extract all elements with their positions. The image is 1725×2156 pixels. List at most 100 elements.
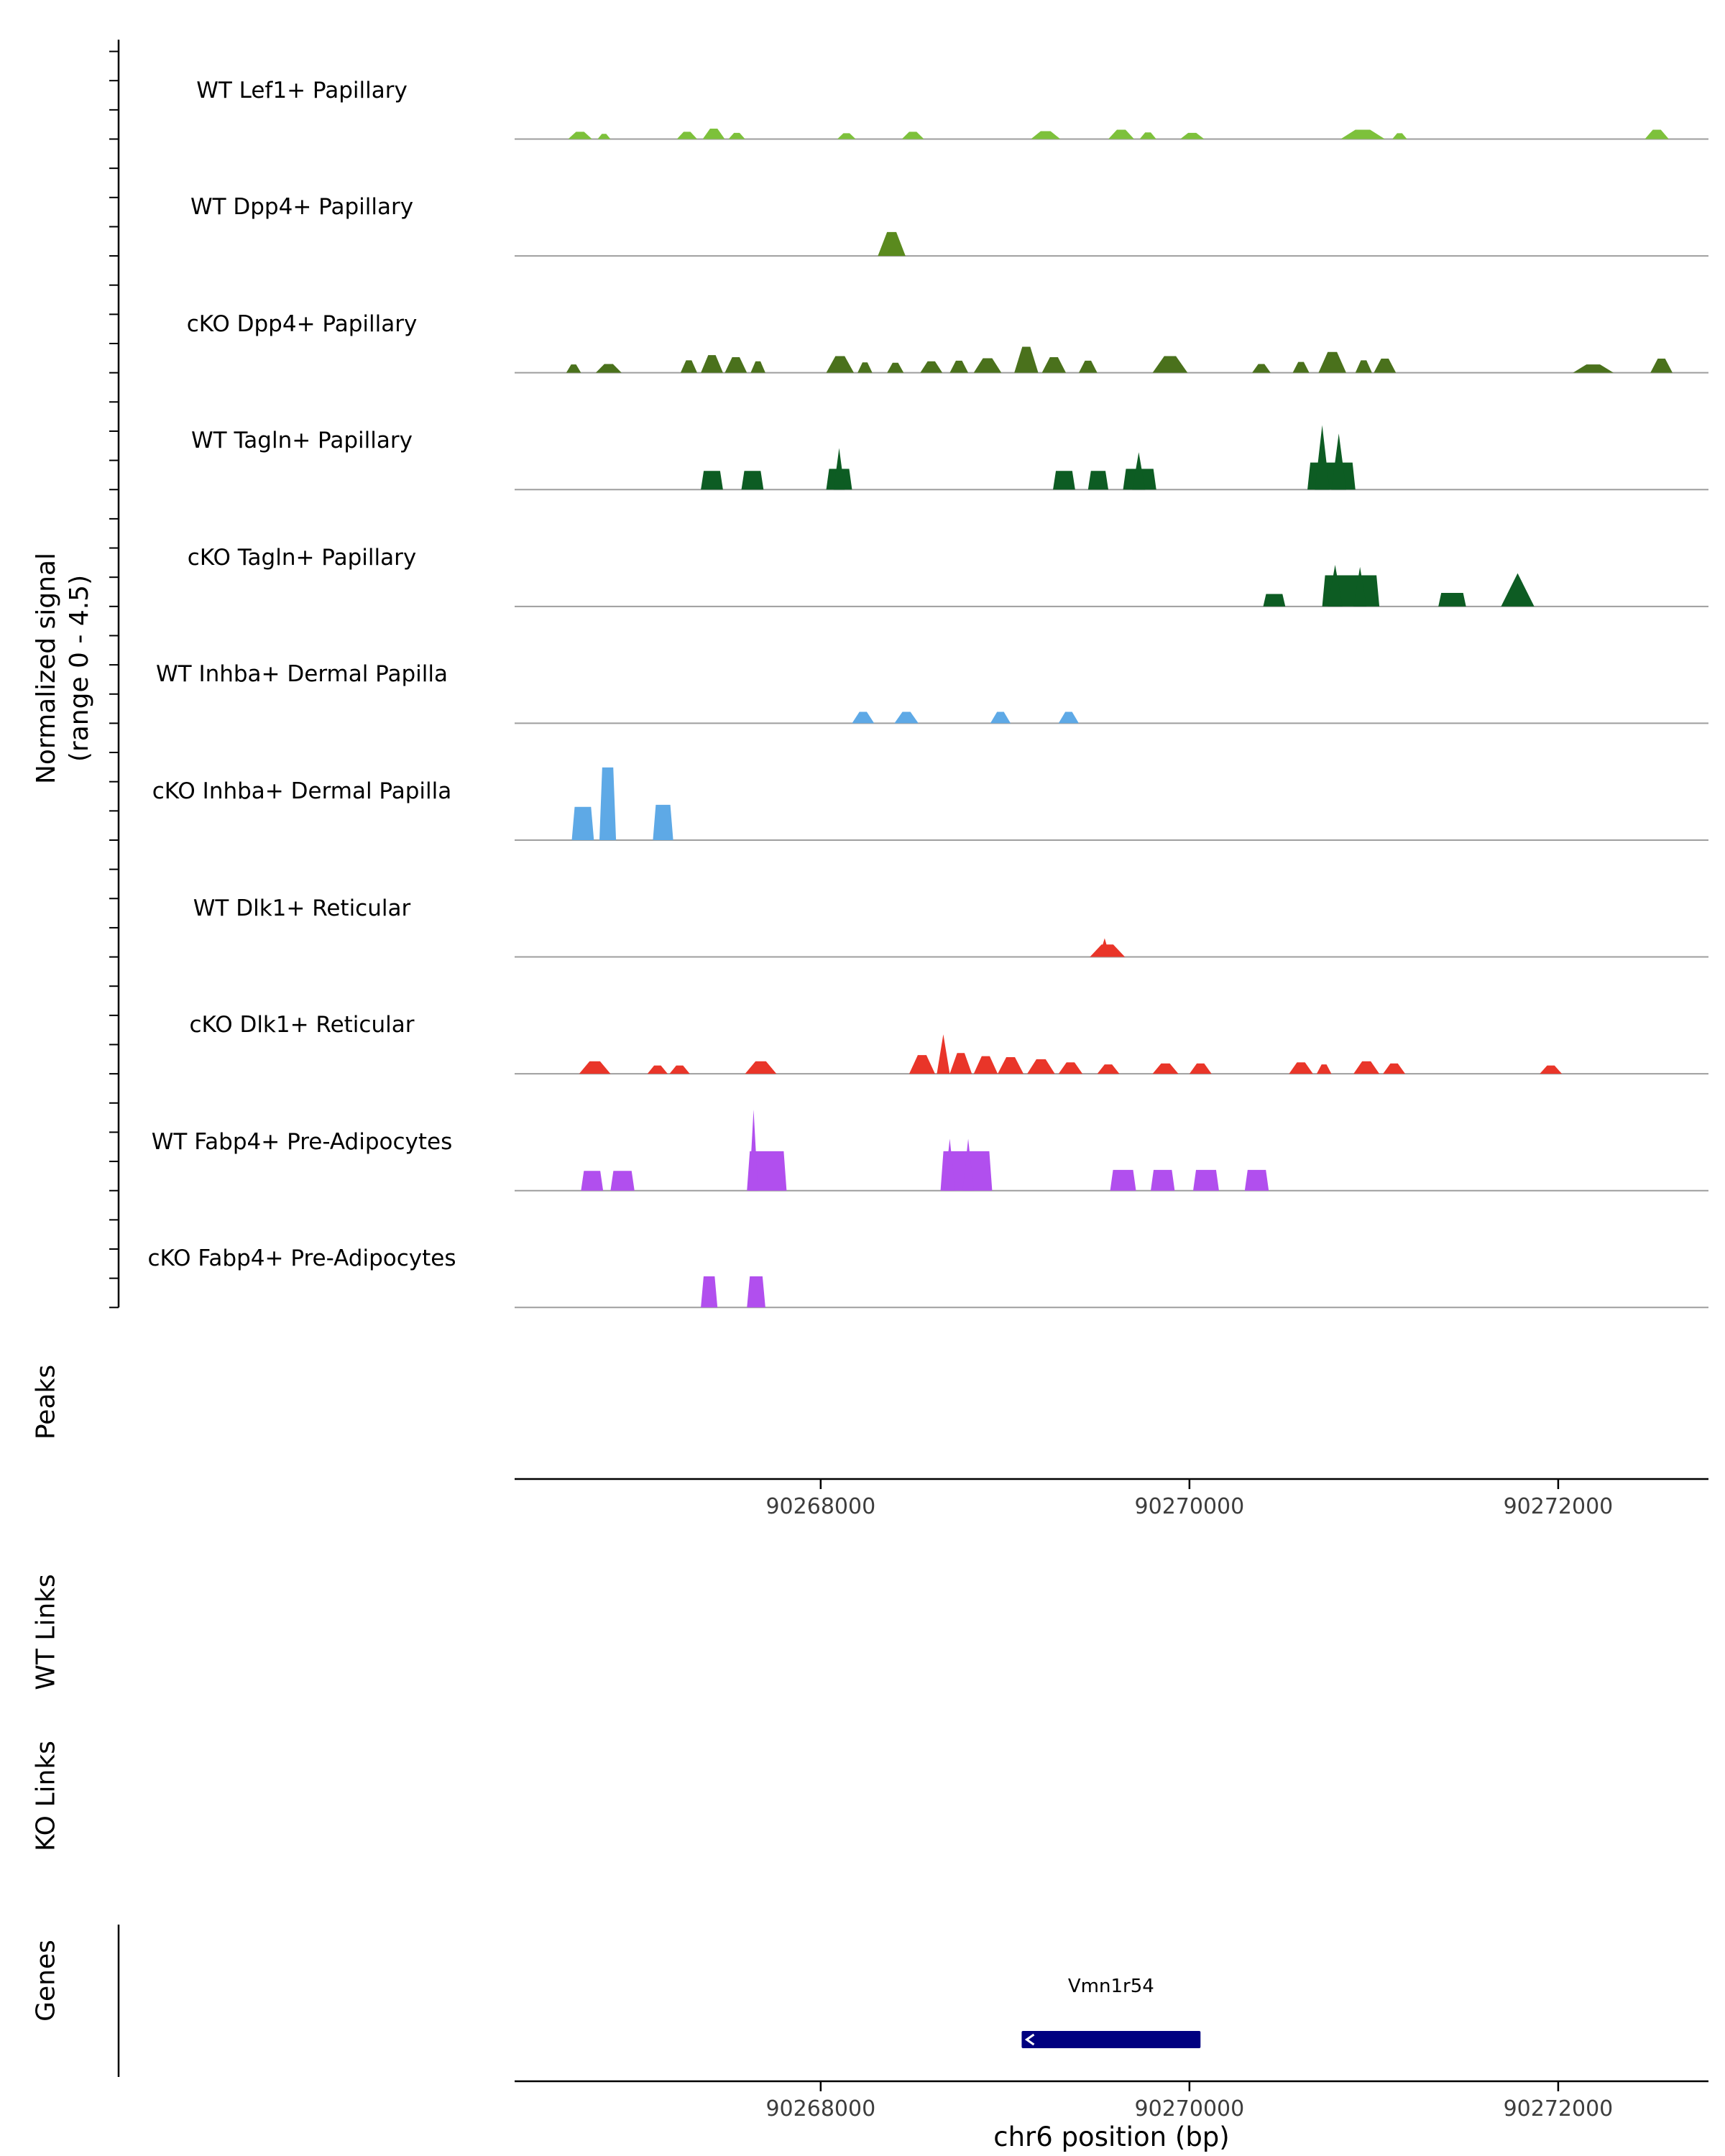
gene-strand-arrow-icon [1024, 2033, 1035, 2046]
signal-peak [1263, 594, 1286, 607]
signal-peak [1151, 1169, 1175, 1191]
signal-peak [1328, 565, 1343, 607]
signal-peak [1353, 1061, 1380, 1074]
signal-peak [944, 1138, 956, 1191]
signal-peak [887, 362, 904, 373]
signal-peak [1331, 433, 1346, 490]
signal-peak [1392, 133, 1407, 139]
signal-peak [724, 356, 748, 373]
signal-peak [1252, 364, 1271, 373]
signal-peak [701, 1276, 718, 1308]
signal-peak [1650, 359, 1673, 373]
signal-peak [568, 132, 592, 139]
signal-peak [949, 1053, 972, 1074]
signal-peak [826, 356, 855, 373]
section-label-peaks: Peaks [31, 1364, 61, 1440]
signal-peak [741, 471, 764, 490]
signal-peak [1087, 471, 1109, 490]
track-label: WT Dpp4+ Papillary [190, 194, 414, 221]
y-axis-title-line2: (range 0 - 4.5) [65, 574, 94, 763]
track-label: WT Tagln+ Papillary [191, 428, 413, 454]
signal-peak [1041, 356, 1067, 373]
signal-peak [1355, 360, 1372, 373]
gene-body [1021, 2031, 1201, 2048]
signal-peak [1318, 351, 1346, 373]
track-label: WT Dlk1+ Reticular [193, 895, 411, 921]
signal-peak [610, 1171, 635, 1191]
signal-peak [702, 129, 725, 139]
track-label: cKO Inhba+ Dermal Papilla [152, 778, 452, 804]
signal-peak [1353, 566, 1367, 607]
signal-peak [1027, 1059, 1055, 1074]
track-label: WT Inhba+ Dermal Papilla [156, 661, 448, 688]
signal-peak [669, 1065, 690, 1074]
signal-peak [949, 360, 969, 373]
x-tick-label: 90272000 [1504, 2096, 1614, 2122]
track-label: cKO Dlk1+ Reticular [189, 1012, 415, 1038]
signal-peak [750, 361, 765, 373]
signal-peak [908, 1055, 935, 1074]
section-label-ko-links: KO Links [31, 1741, 61, 1851]
signal-peak [1644, 129, 1669, 139]
signal-peak [1315, 425, 1330, 490]
signal-peak [833, 448, 845, 490]
track-label: WT Lef1+ Papillary [196, 77, 408, 103]
signal-peak [852, 711, 875, 724]
signal-peak [1110, 1169, 1136, 1191]
signal-peak [837, 133, 856, 139]
gene-label: Vmn1r54 [1068, 1976, 1154, 1997]
signal-peak [1053, 471, 1075, 490]
signal-peak [571, 806, 594, 840]
track-label: cKO Fabp4+ Pre-Adipocytes [147, 1245, 456, 1272]
x-tick-label: 90272000 [1504, 1494, 1614, 1519]
signal-peak [1180, 132, 1205, 139]
signal-peak [1014, 346, 1039, 373]
section-label-wt-links: WT Links [31, 1574, 61, 1690]
x-tick-label: 90270000 [1135, 1494, 1245, 1519]
signal-peak [1031, 131, 1061, 139]
signal-peak [1058, 1062, 1083, 1074]
signal-peak [1078, 360, 1098, 373]
signal-peak [1573, 364, 1614, 373]
signal-peak [1132, 452, 1146, 490]
signal-peak [1099, 938, 1110, 957]
signal-peak [599, 767, 617, 840]
signal-peak [962, 1138, 974, 1191]
signal-peak [647, 1065, 668, 1074]
signal-peak [1058, 711, 1079, 724]
signal-peak [566, 364, 581, 373]
signal-peak [857, 362, 873, 373]
signal-peak [937, 1034, 950, 1074]
signal-peak [653, 804, 673, 840]
signal-peak [597, 134, 611, 139]
signal-peak [1289, 1062, 1313, 1074]
track-label: WT Fabp4+ Pre-Adipocytes [151, 1128, 453, 1155]
signal-peak [1292, 361, 1310, 373]
track-label: cKO Dpp4+ Papillary [186, 310, 418, 337]
signal-peak [728, 132, 745, 139]
signal-peak [973, 358, 1002, 373]
signal-peak [1152, 356, 1188, 373]
x-tick-label: 90268000 [765, 2096, 875, 2122]
signal-peak [973, 1056, 998, 1074]
signal-peak [701, 471, 723, 490]
signal-peak [579, 1061, 611, 1074]
signal-peak [1152, 1063, 1179, 1074]
signal-peak [1189, 1063, 1212, 1074]
signal-peak [1244, 1169, 1269, 1191]
signal-peak [1540, 1065, 1563, 1074]
signal-peak [1501, 573, 1535, 607]
signal-peak [1383, 1063, 1406, 1074]
y-axis-title-line1: Normalized signal [32, 552, 61, 785]
signal-peak [1340, 129, 1385, 139]
signal-peak [1307, 462, 1356, 490]
signal-peak [747, 1276, 765, 1308]
signal-peak [878, 231, 906, 257]
signal-peak [749, 1110, 758, 1191]
signal-peak [676, 132, 697, 139]
signal-peak [1374, 359, 1397, 373]
signal-peak [894, 711, 919, 724]
x-tick-label: 90270000 [1135, 2096, 1245, 2122]
